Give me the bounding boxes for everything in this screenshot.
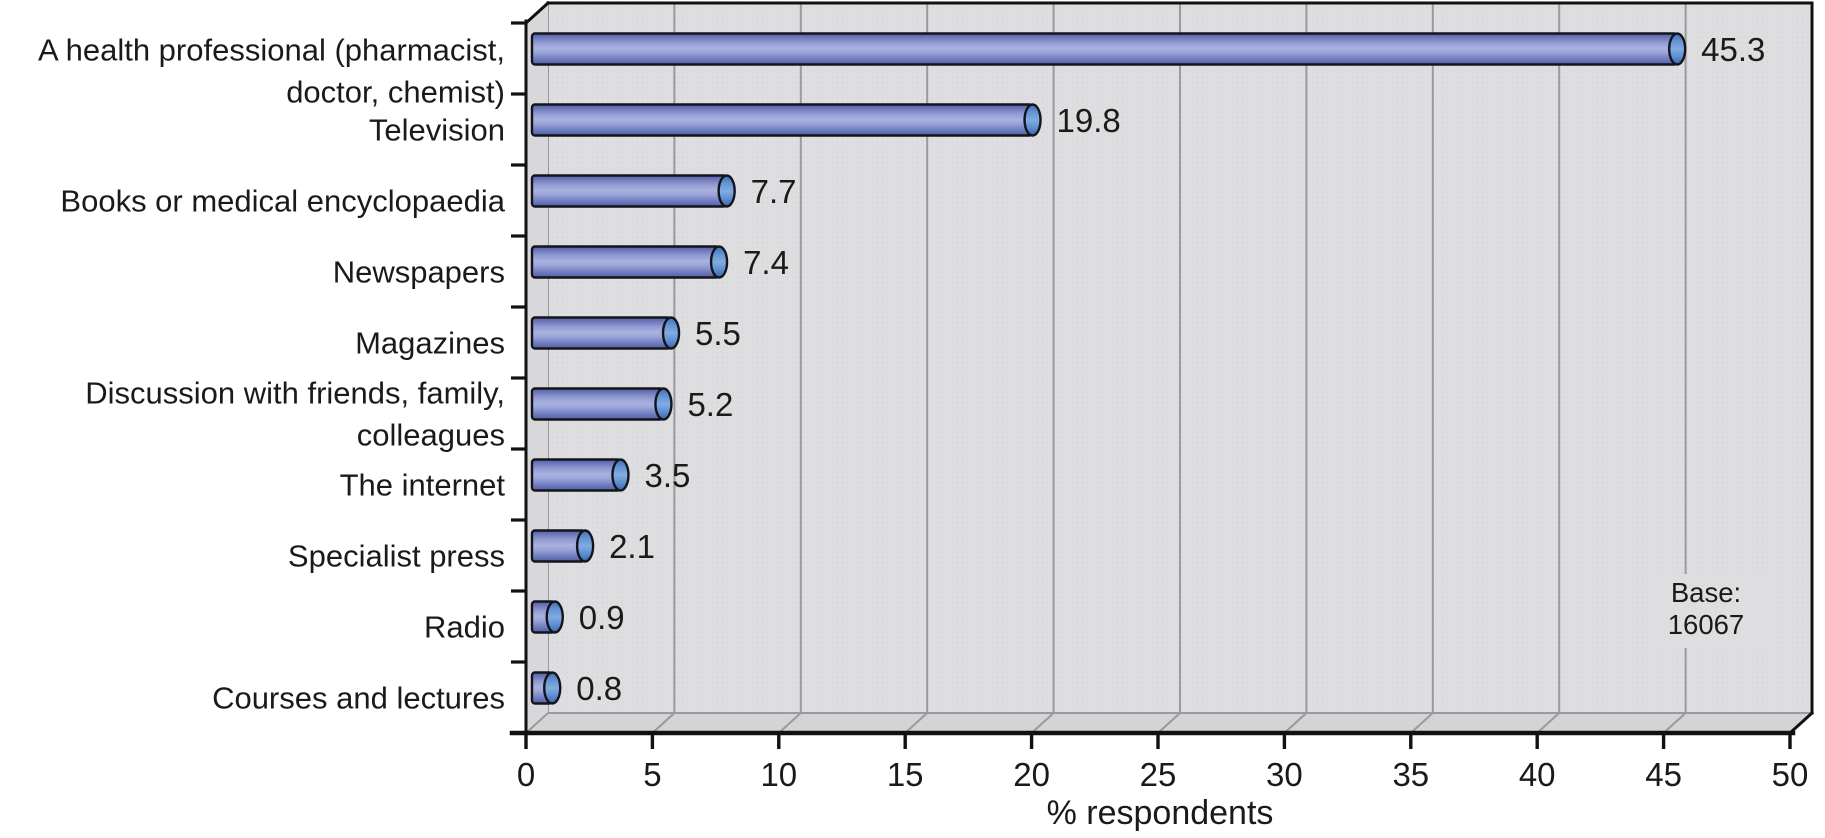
bar-cap — [661, 316, 681, 350]
bottom-right-bevel-edge — [1787, 710, 1815, 736]
floor-gridline — [778, 712, 802, 734]
category-label: Specialist press — [288, 539, 505, 574]
base-note-line2: 16067 — [1668, 609, 1744, 640]
bar-series — [530, 32, 1687, 705]
bar-cap — [717, 174, 736, 208]
category-label: The internet — [340, 468, 506, 503]
x-tick-label: 5 — [643, 756, 661, 793]
bar-cylinder — [530, 387, 665, 421]
value-label: 3.5 — [644, 457, 690, 494]
x-tick-label: 45 — [1645, 756, 1682, 793]
value-label: 19.8 — [1057, 102, 1121, 139]
bar-cap — [611, 458, 630, 492]
x-tick-label: 0 — [517, 756, 535, 793]
x-tick-label: 20 — [1013, 756, 1050, 793]
x-tick-labels: 0 5 10 15 20 25 30 35 40 45 50 — [517, 756, 1809, 793]
floor-gridline — [1283, 712, 1308, 734]
category-label: Television — [369, 113, 505, 148]
category-label: Radio — [424, 610, 505, 645]
category-labels: A health professional (pharmacist, doctor… — [38, 33, 506, 716]
bar-cylinder — [530, 316, 673, 350]
bar-cap — [1667, 32, 1687, 66]
bar-cylinder — [530, 174, 728, 208]
bar-cap — [543, 671, 562, 705]
value-label: 7.4 — [743, 244, 789, 281]
floor-gridline — [525, 712, 549, 734]
category-label: A health professional (pharmacist, — [38, 33, 505, 68]
floor-gridlines — [525, 712, 1812, 734]
x-tick-label: 25 — [1140, 756, 1177, 793]
x-axis-title: % respondents — [1047, 794, 1274, 832]
bar-cap — [654, 387, 673, 421]
value-label: 0.8 — [576, 670, 622, 707]
floor-gridline — [1030, 712, 1055, 734]
bar-cap — [1023, 103, 1042, 137]
base-note-line1: Base: — [1671, 577, 1741, 608]
x-tick-label: 10 — [760, 756, 797, 793]
value-labels: 45.3 19.8 7.7 7.45.5 5.2 3.5 2.1 0.9 0.8 — [576, 31, 1765, 707]
base-note-backdrop — [1648, 574, 1766, 648]
bar-cap — [575, 529, 595, 563]
x-tick-label: 15 — [887, 756, 924, 793]
category-label: Courses and lectures — [212, 681, 505, 716]
category-label: doctor, chemist) — [286, 75, 505, 110]
floor-gridline — [1536, 712, 1560, 734]
value-label: 2.1 — [609, 528, 655, 565]
x-tick-label: 50 — [1772, 756, 1809, 793]
value-label: 0.9 — [579, 599, 625, 636]
floor-gridline — [651, 712, 676, 734]
bar-cap — [709, 245, 729, 279]
x-tick-label: 30 — [1266, 756, 1303, 793]
value-label: 7.7 — [751, 173, 797, 210]
category-label: Discussion with friends, family, — [85, 376, 505, 411]
plot-frame-lines — [509, 0, 1815, 736]
category-label: colleagues — [357, 418, 505, 453]
category-label: Books or medical encyclopaedia — [60, 184, 505, 219]
bar-cylinder — [530, 245, 721, 279]
floor-gridline — [1410, 712, 1434, 734]
category-label: Magazines — [355, 326, 505, 361]
floor-gridline — [904, 712, 928, 734]
x-tick-label: 40 — [1519, 756, 1556, 793]
bar-cylinder — [530, 103, 1034, 137]
value-label: 5.2 — [687, 386, 733, 423]
value-label: 45.3 — [1701, 31, 1765, 68]
x-axis-ticks — [524, 735, 1792, 749]
value-label: 5.5 — [695, 315, 741, 352]
bar-cylinder — [530, 32, 1679, 66]
y-axis-ticks — [511, 21, 527, 735]
category-label: Newspapers — [333, 255, 505, 290]
floor-gridline — [1157, 712, 1181, 734]
floor-gridline — [1662, 712, 1687, 734]
bar-cylinder — [530, 458, 622, 492]
x-tick-label: 35 — [1392, 756, 1429, 793]
top-left-bevel-edge — [523, 0, 551, 26]
bar-cap — [545, 600, 564, 634]
